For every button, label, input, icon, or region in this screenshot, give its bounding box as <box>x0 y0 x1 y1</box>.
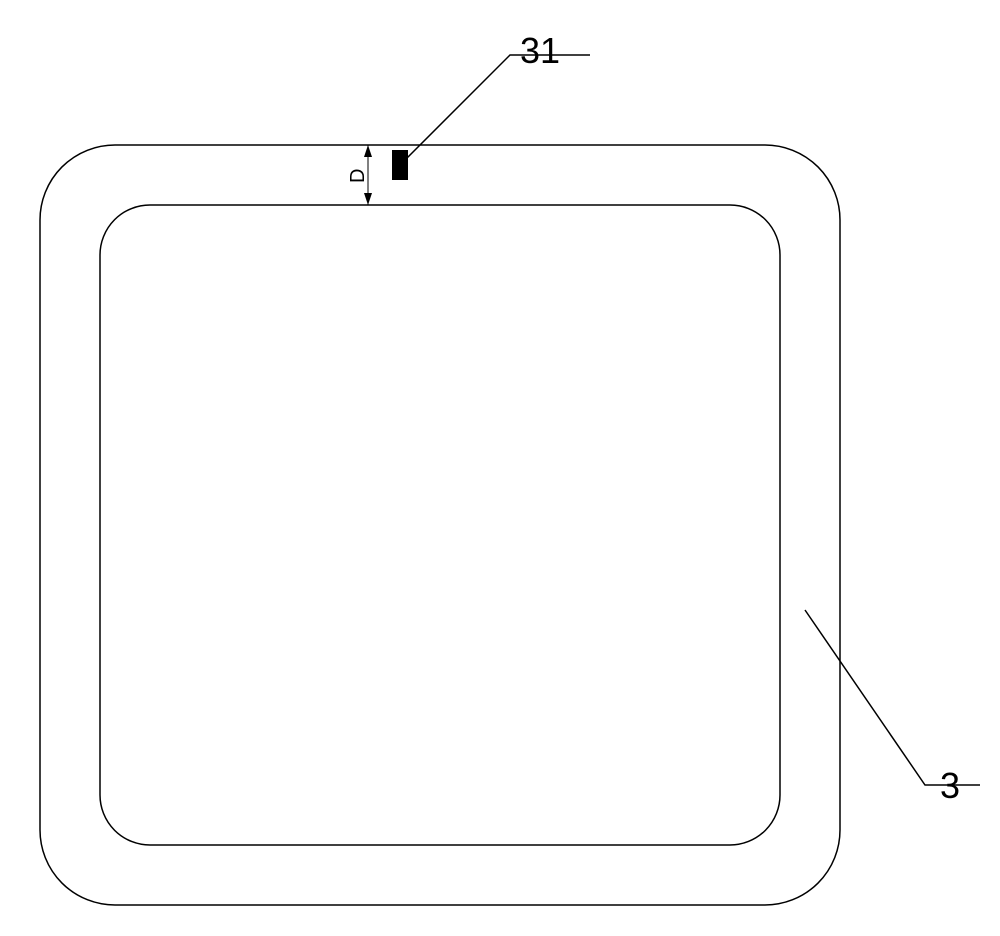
callout-3-leader <box>805 610 980 785</box>
callout-31-leader <box>400 55 590 165</box>
inner-frame <box>100 205 780 845</box>
diagram-container: 31 3 D <box>0 0 1000 931</box>
label-31: 31 <box>520 30 560 72</box>
diagram-svg <box>0 0 1000 931</box>
label-3: 3 <box>940 765 960 807</box>
outer-frame <box>40 145 840 905</box>
dimension-d-label: D <box>347 169 370 183</box>
